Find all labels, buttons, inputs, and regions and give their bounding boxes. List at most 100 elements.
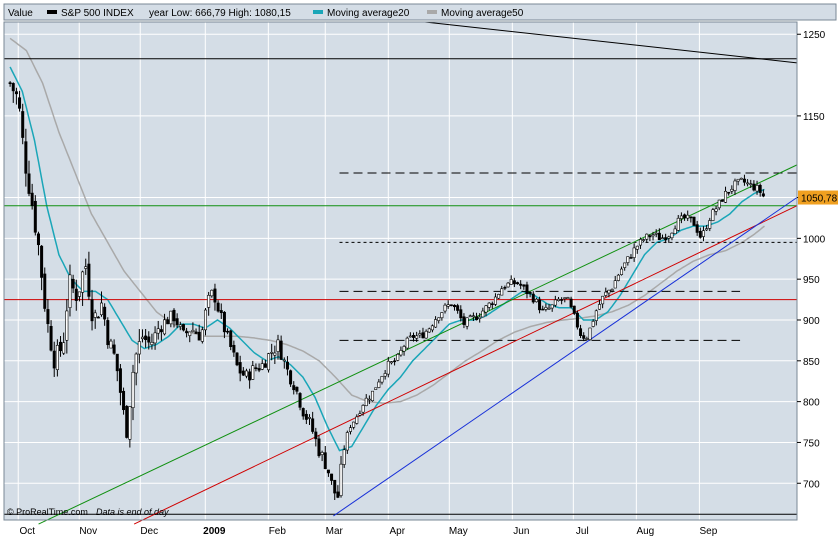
candle-body — [528, 291, 532, 294]
candle-body — [118, 368, 122, 393]
legend-range-text: year Low: 666,79 High: 1080,15 — [149, 8, 291, 19]
candle-body — [720, 199, 724, 202]
candle-body — [393, 360, 397, 363]
candle-body — [755, 185, 759, 192]
legend-ma50-swatch — [427, 10, 437, 14]
candle-body — [49, 325, 53, 351]
grid-lines — [4, 22, 797, 520]
reference-lines — [4, 21, 798, 525]
candle-body — [222, 311, 226, 333]
candle-body — [711, 209, 715, 221]
candle-body — [506, 282, 510, 288]
legend-ma20-swatch — [313, 10, 323, 14]
candle-body — [654, 232, 658, 235]
candle-body — [664, 237, 668, 241]
candle-body — [46, 309, 50, 325]
candle-body — [746, 182, 750, 185]
candle-body — [112, 344, 116, 354]
candle-body — [503, 287, 507, 289]
candle-body — [374, 387, 378, 390]
candle-body — [244, 370, 248, 377]
candle-body — [487, 302, 491, 308]
candle-body — [475, 316, 479, 321]
candle-body — [317, 438, 321, 457]
candle-body — [657, 232, 661, 241]
candle-body — [434, 319, 438, 328]
x-tick-label: May — [449, 526, 468, 537]
legend-value-label: Value — [8, 8, 33, 19]
candle-body — [462, 316, 466, 325]
candle-body — [260, 363, 264, 370]
watermark-note: Data is end of day — [96, 507, 169, 517]
candle-body — [430, 325, 434, 331]
candle-body — [276, 339, 280, 352]
candle-body — [361, 405, 365, 413]
candle-body — [490, 303, 494, 306]
candle-body — [213, 288, 217, 303]
x-tick-label: Aug — [636, 526, 654, 537]
candle-body — [402, 346, 406, 352]
candle-body — [156, 328, 160, 334]
x-tick-label: Nov — [79, 526, 97, 537]
candle-body — [695, 224, 699, 233]
candle-body — [412, 335, 416, 338]
y-tick-label: 850 — [803, 357, 820, 368]
candle-body — [257, 368, 261, 371]
candle-body — [531, 293, 535, 303]
candle-body — [330, 473, 334, 481]
x-tick-label: Jun — [513, 526, 529, 537]
candle-body — [534, 298, 538, 303]
candle-body — [90, 299, 94, 322]
candle-body — [109, 340, 113, 349]
candle-body — [11, 83, 15, 92]
candle-body — [147, 336, 151, 343]
candle-body — [601, 295, 605, 305]
candle-body — [285, 361, 289, 370]
legend-series-name: S&P 500 INDEX — [61, 8, 134, 19]
candle-body — [232, 344, 236, 353]
candle-body — [8, 82, 12, 84]
candle-body — [18, 97, 22, 109]
candle-body — [692, 216, 696, 226]
trend-line — [333, 197, 798, 517]
candle-body — [383, 373, 387, 377]
x-tick-label: Jul — [576, 526, 589, 537]
candle-body — [263, 363, 267, 368]
candle-body — [358, 413, 362, 416]
candle-body — [591, 321, 595, 327]
candle-body — [298, 393, 302, 408]
candle-body — [386, 360, 390, 375]
candle-body — [210, 289, 214, 297]
candle-body — [96, 316, 100, 319]
candle-body — [115, 353, 119, 372]
candle-body — [569, 298, 573, 308]
candle-body — [352, 421, 356, 428]
candle-body — [65, 310, 69, 341]
y-tick-label: 700 — [803, 479, 820, 490]
candle-body — [181, 324, 185, 331]
candle-body — [84, 266, 88, 269]
candle-body — [326, 469, 330, 474]
candle-body — [544, 307, 548, 310]
candle-body — [251, 365, 255, 380]
candle-body — [389, 361, 393, 364]
candle-body — [21, 111, 25, 138]
candle-body — [623, 262, 627, 268]
candle-body — [254, 367, 258, 369]
candle-body — [314, 431, 318, 440]
x-tick-label: Mar — [326, 526, 344, 537]
candle-body — [465, 317, 469, 327]
candle-body — [229, 330, 233, 348]
plot-frame — [3, 21, 798, 521]
candle-body — [522, 284, 526, 287]
candle-body — [140, 336, 144, 340]
candle-body — [191, 329, 195, 332]
candle-body — [550, 304, 554, 309]
candle-body — [670, 232, 674, 239]
candle-body — [62, 342, 66, 354]
candle-body — [749, 183, 753, 185]
candle-body — [456, 305, 460, 311]
candle-body — [446, 304, 450, 307]
candle-body — [367, 398, 371, 401]
